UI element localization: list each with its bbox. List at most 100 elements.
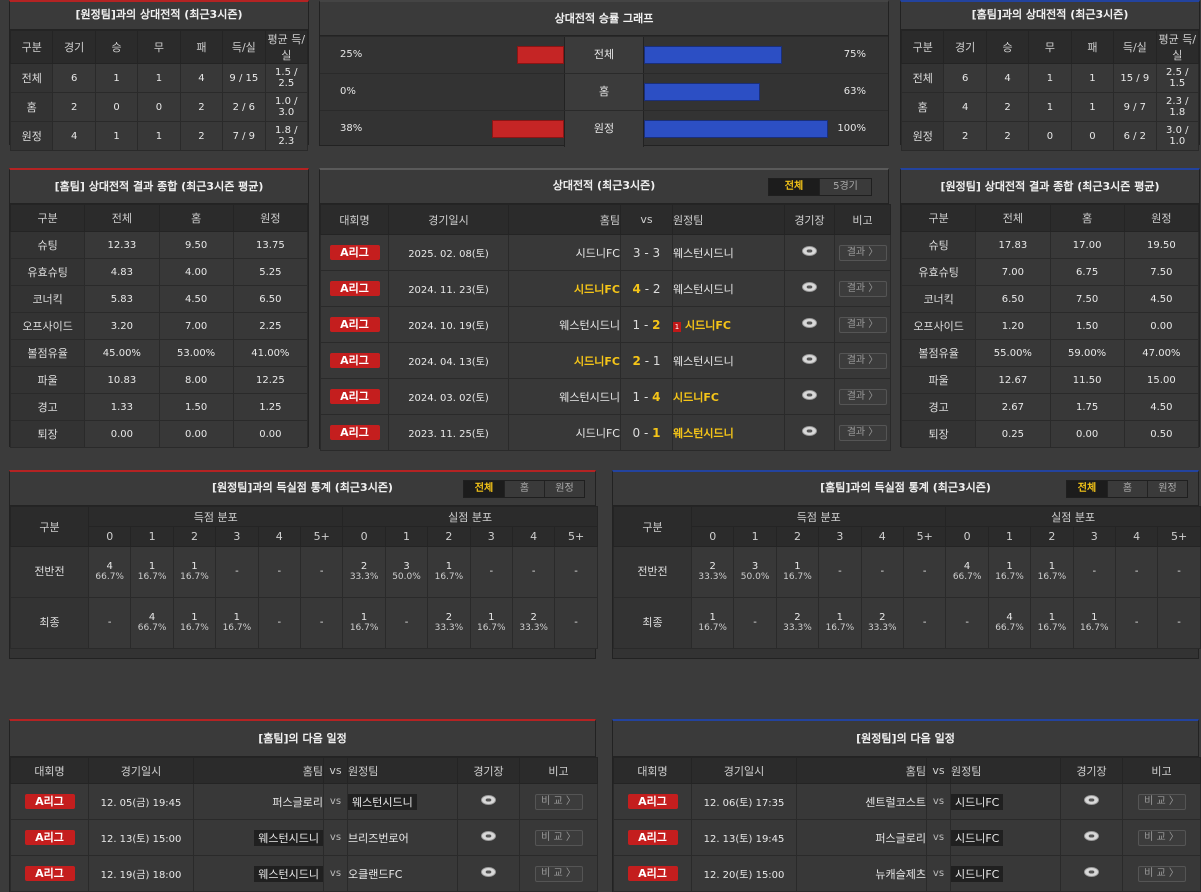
compare-button[interactable]: 비 교 〉 <box>1137 865 1186 882</box>
count-value: 2 <box>709 561 716 572</box>
header-row: 구분 전체 홈 원정 <box>9 204 309 232</box>
tab-away[interactable]: 원정 <box>1147 481 1187 497</box>
count-value: 4 <box>1006 612 1013 623</box>
tab-away[interactable]: 원정 <box>544 481 584 497</box>
league-badge[interactable]: A리그 <box>627 830 678 845</box>
tab-5games[interactable]: 5경기 <box>819 179 871 195</box>
table-row: A리그 12. 05(금) 19:45 퍼스글로리 vs 웨스턴시드니 비 교 〉 <box>10 783 598 820</box>
scored-cell: - <box>257 546 301 598</box>
percent-value: 16.7% <box>1037 572 1067 582</box>
result-button[interactable]: 결과 〉 <box>838 244 887 261</box>
table-cell: 1 <box>1028 63 1072 93</box>
league-badge[interactable]: A리그 <box>329 389 380 404</box>
away-score: 3 <box>652 245 661 260</box>
stadium-icon[interactable] <box>802 354 817 364</box>
league-badge[interactable]: A리그 <box>24 794 75 809</box>
tab-all[interactable]: 전체 <box>769 179 819 195</box>
league-badge[interactable]: A리그 <box>627 866 678 881</box>
conceded-cell: 1 16.7% <box>427 546 471 598</box>
conceded-cell: 1 16.7% <box>342 597 386 649</box>
stadium-icon[interactable] <box>802 426 817 436</box>
result-button[interactable]: 결과 〉 <box>838 352 887 369</box>
compare-button[interactable]: 비 교 〉 <box>1137 829 1186 846</box>
stadium-icon[interactable] <box>802 318 817 328</box>
table-cell: 0.25 <box>975 420 1051 448</box>
table-cell: 1.5 / 2.5 <box>264 63 309 93</box>
table-cell: 9 / 7 <box>1113 92 1157 122</box>
bucket-header: 3 <box>215 526 259 547</box>
count-value: - <box>922 617 927 628</box>
compare-button[interactable]: 비 교 〉 <box>534 829 583 846</box>
table-cell: 2 / 6 <box>222 92 266 122</box>
league-badge[interactable]: A리그 <box>329 425 380 440</box>
tab-all[interactable]: 전체 <box>1067 481 1107 497</box>
count-value: - <box>922 566 927 577</box>
compare-button[interactable]: 비 교 〉 <box>534 865 583 882</box>
league-badge[interactable]: A리그 <box>627 794 678 809</box>
league-badge[interactable]: A리그 <box>24 830 75 845</box>
result-button[interactable]: 결과 〉 <box>838 388 887 405</box>
match-date: 12. 20(토) 15:00 <box>691 855 797 892</box>
stadium-icon[interactable] <box>802 246 817 256</box>
result-button[interactable]: 결과 〉 <box>838 316 887 333</box>
stadium-icon[interactable] <box>1084 795 1099 805</box>
header-row: 대회명 경기일시 홈팀 vs 원정팀 경기장 비고 <box>10 757 598 784</box>
note-cell: 비 교 〉 <box>1122 855 1201 892</box>
home-score: 4 <box>632 281 641 296</box>
h2h-table: 구분 경기 승 무 패 득/실 평균 득/실 전체 6 4 1 1 15 / 9 2.5 / 1.5 홈 4 2… <box>900 30 1200 151</box>
row-label: 유효슈팅 <box>900 258 977 286</box>
column-header: 구분 <box>900 204 977 232</box>
scored-cell: 2 33.3% <box>690 546 735 598</box>
row-label: 오프사이드 <box>9 312 86 340</box>
table-cell: 4 <box>943 92 987 122</box>
league-badge[interactable]: A리그 <box>329 245 380 260</box>
table-row: A리그 2024. 10. 19(토) 웨스턴시드니 1 - 2 1 시드니FC 결과 〉 <box>320 306 891 343</box>
stadium-icon[interactable] <box>481 867 496 877</box>
table-row: 슈팅 17.83 17.00 19.50 <box>900 231 1200 259</box>
tab-home[interactable]: 홈 <box>1107 481 1147 497</box>
compare-button[interactable]: 비 교 〉 <box>534 793 583 810</box>
stadium-icon[interactable] <box>1084 831 1099 841</box>
match-date: 2025. 02. 08(토) <box>388 234 509 271</box>
row-label: 슈팅 <box>900 231 977 259</box>
tab-home[interactable]: 홈 <box>504 481 544 497</box>
table-cell: 2.3 / 1.8 <box>1155 92 1200 122</box>
league-badge[interactable]: A리그 <box>329 353 380 368</box>
table-cell: 4.50 <box>1123 285 1200 313</box>
stadium-icon[interactable] <box>481 831 496 841</box>
scored-cell: - <box>902 546 947 598</box>
panel-title-text: [홈팀]과의 득실점 통계 (최근3시즌) <box>820 481 991 494</box>
away-score: 2 <box>652 317 661 332</box>
table-row: 유효슈팅 7.00 6.75 7.50 <box>900 258 1200 286</box>
stadium-icon[interactable] <box>1084 867 1099 877</box>
row-label: 퇴장 <box>9 420 86 448</box>
header-row: 구분 경기 승 무 패 득/실 평균 득/실 <box>9 30 309 64</box>
league-badge[interactable]: A리그 <box>329 317 380 332</box>
result-button[interactable]: 결과 〉 <box>838 280 887 297</box>
count-value: - <box>1177 566 1181 577</box>
stadium-icon[interactable] <box>481 795 496 805</box>
league-badge[interactable]: A리그 <box>329 281 380 296</box>
bucket-header: 4 <box>1114 526 1159 547</box>
table-cell: 15 / 9 <box>1113 63 1157 93</box>
away-score: 1 <box>652 425 661 440</box>
count-value: - <box>319 566 324 577</box>
table-cell: 1.0 / 3.0 <box>264 92 309 122</box>
stadium-icon[interactable] <box>802 390 817 400</box>
table-cell: 3.0 / 1.0 <box>1155 121 1200 151</box>
table-cell: 45.00% <box>84 339 160 367</box>
column-header: 득/실 <box>222 30 266 64</box>
count-value: 1 <box>148 561 156 572</box>
away-team: 웨스턴시드니 <box>348 793 417 810</box>
table-cell: 12.67 <box>975 366 1051 394</box>
tab-all[interactable]: 전체 <box>464 481 504 497</box>
table-cell: 2 <box>943 121 987 151</box>
table-row: 코너킥 5.83 4.50 6.50 <box>9 285 309 313</box>
bucket-header: 4 <box>257 526 301 547</box>
result-button[interactable]: 결과 〉 <box>838 424 887 441</box>
league-badge[interactable]: A리그 <box>24 866 75 881</box>
table-row: 퇴장 0.25 0.00 0.50 <box>900 420 1200 448</box>
stadium-icon[interactable] <box>802 282 817 292</box>
compare-button[interactable]: 비 교 〉 <box>1137 793 1186 810</box>
column-header: 구분 <box>900 30 945 64</box>
